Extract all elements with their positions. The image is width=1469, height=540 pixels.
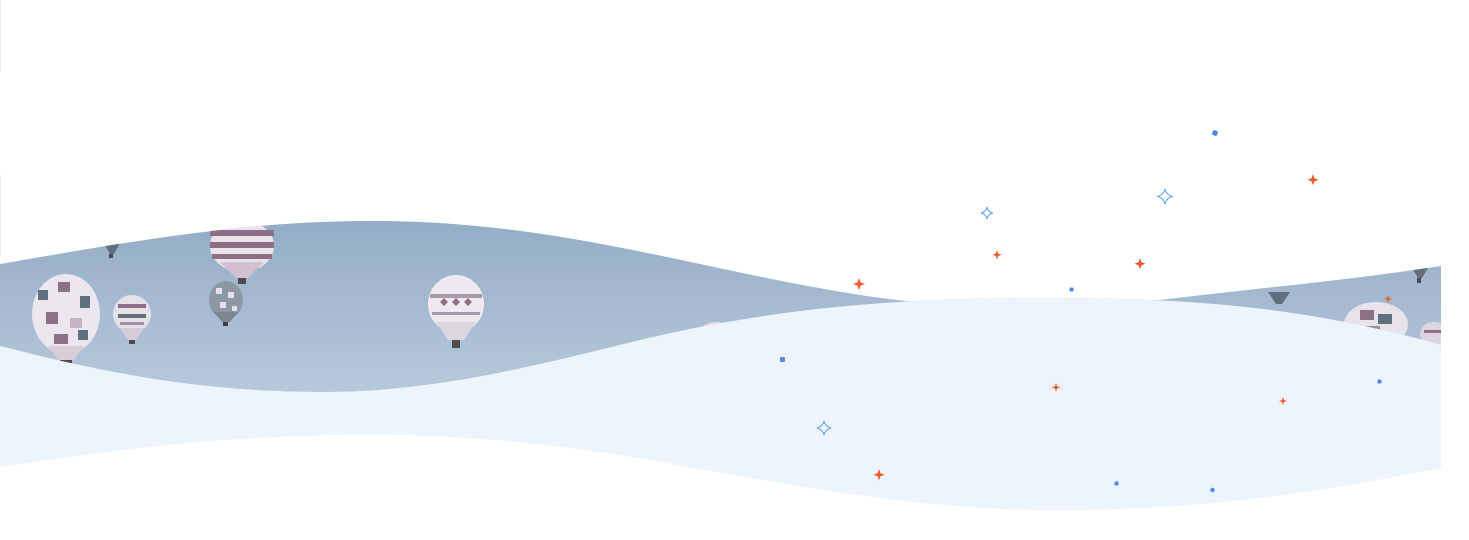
balloon-image <box>1420 322 1441 346</box>
sparkle-outline <box>816 420 832 436</box>
sparkle-dot <box>1210 487 1215 493</box>
balloon-image <box>1268 292 1290 304</box>
pale-wave-band <box>0 298 1441 511</box>
sky-band <box>0 220 1441 393</box>
sparkle-star <box>1134 258 1146 270</box>
sparkle-star <box>992 250 1002 260</box>
sparkle-dot <box>1114 481 1119 486</box>
sparkle-star <box>873 469 885 481</box>
balloon-image <box>210 220 274 284</box>
balloon-image <box>32 274 100 366</box>
sparkle-outline <box>1156 188 1174 205</box>
sparkle-outline <box>980 206 994 220</box>
balloon-image <box>209 281 243 326</box>
sparkle-dot <box>780 357 785 362</box>
balloon-image <box>113 295 151 344</box>
balloon-image <box>428 275 484 348</box>
sparkle-star <box>1384 295 1392 303</box>
sparkle-star <box>853 278 865 290</box>
balloon-image <box>104 243 120 258</box>
sparkle-star <box>1051 383 1061 392</box>
sparkle-dot <box>1377 379 1382 384</box>
sparkle-star <box>1307 174 1319 186</box>
sparkle-decorations <box>780 130 1392 493</box>
balloon-image <box>1412 268 1428 283</box>
left-edge-divider <box>0 175 1 255</box>
left-edge-divider <box>0 0 1 72</box>
sparkle-star <box>1279 397 1287 405</box>
sparkle-dot <box>1069 287 1074 292</box>
sparkle-dot <box>1212 130 1218 136</box>
